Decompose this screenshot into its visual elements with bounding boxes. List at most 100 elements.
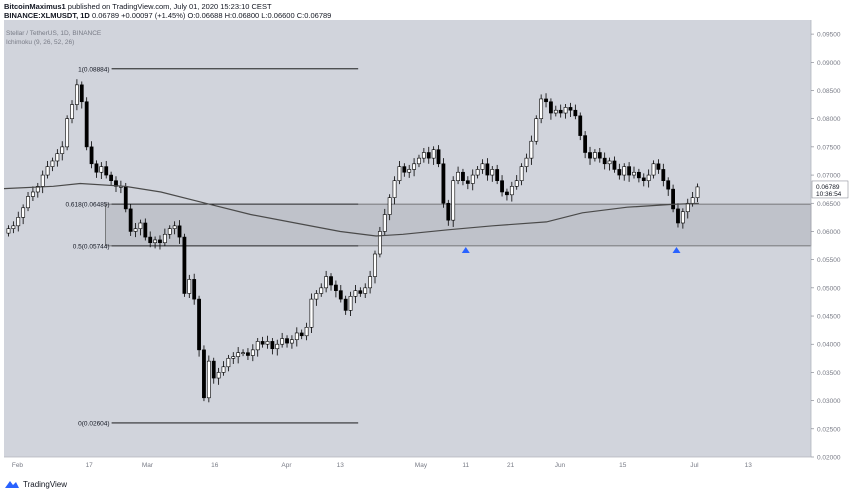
- price-tick-label: 0.09500: [817, 32, 841, 39]
- price-tick-label: 0.04500: [817, 314, 841, 321]
- candle-body: [290, 339, 294, 344]
- candle-body: [524, 157, 529, 167]
- price-change: +0.00097 (+1.45%): [121, 11, 186, 20]
- candle-body: [475, 169, 480, 176]
- indicator-label[interactable]: Ichimoku (9, 26, 52, 26): [6, 39, 75, 46]
- candle-body: [21, 207, 26, 218]
- candle-body: [495, 169, 500, 182]
- candle-body: [368, 276, 373, 289]
- candle-body: [99, 166, 104, 173]
- time-axis[interactable]: Feb 17 Mar 16 Apr 13 May 11 21 Jun 15 Jul 13: [4, 456, 811, 469]
- price-tick-label: 0.02000: [817, 455, 841, 462]
- candle-body: [539, 98, 544, 119]
- candle-body: [382, 214, 387, 232]
- candle-body: [104, 166, 109, 176]
- candle-body: [671, 188, 675, 210]
- chart-legend: Stellar / TetherUS, 1D, BINANCE Ichimoku…: [6, 29, 101, 47]
- publish-line: BitcoinMaximus1 published on TradingView…: [4, 2, 331, 11]
- candle-body: [402, 166, 407, 173]
- candle-body: [593, 152, 597, 159]
- time-tick-label: Jun: [555, 462, 566, 469]
- candle-body: [275, 343, 280, 350]
- candle-body: [216, 372, 221, 379]
- price-tick-label: 0.03000: [817, 398, 841, 405]
- up-arrow-icon: [461, 247, 470, 254]
- candle-body: [573, 109, 578, 117]
- candle-body: [500, 180, 504, 193]
- candle-body: [446, 202, 451, 221]
- candle-body: [353, 290, 358, 297]
- candle-body: [480, 163, 485, 170]
- price-tick-label: 0.07500: [817, 144, 841, 151]
- footer-brand[interactable]: TradingView: [23, 479, 68, 489]
- candle-body: [544, 98, 548, 103]
- candle-body: [133, 228, 138, 232]
- fib-level-label: 0.618(0.06485): [66, 202, 110, 209]
- series-label[interactable]: Stellar / TetherUS, 1D, BINANCE: [6, 30, 102, 37]
- time-tick-label: 15: [619, 462, 627, 469]
- candle-body: [685, 202, 690, 213]
- tradingview-logo-icon[interactable]: [4, 479, 20, 489]
- candle-body: [31, 191, 35, 197]
- chart-header: BitcoinMaximus1 published on TradingView…: [4, 2, 331, 20]
- candle-body: [661, 169, 666, 182]
- fib-level-label: 1(0.08884): [78, 66, 109, 73]
- time-tick-label: May: [415, 462, 428, 469]
- price-tick-label: 0.05500: [817, 257, 841, 264]
- time-tick-label: Feb: [12, 462, 24, 469]
- candle-body: [426, 152, 431, 159]
- candle-body: [148, 236, 153, 244]
- ticker-line: BINANCE:XLMUSDT, 1D 0.06789 +0.00097 (+1…: [4, 11, 331, 20]
- candle-body: [89, 146, 94, 165]
- candle-body: [60, 146, 65, 154]
- fibonacci-levels: 1(0.08884) 0.618(0.06485) 0.5(0.05744) 0(0.…: [66, 66, 359, 427]
- candle-body: [421, 152, 426, 159]
- time-tick-label: 11: [462, 462, 469, 469]
- price-tag-label: 0.06789: [816, 184, 840, 191]
- candle-body: [329, 276, 333, 286]
- candle-body: [16, 217, 21, 227]
- candle-body: [84, 101, 89, 148]
- candle-body: [470, 174, 475, 184]
- candle-body: [646, 174, 651, 182]
- countdown-label: 10:36:54: [816, 191, 842, 198]
- candle-body: [607, 160, 612, 165]
- price-tick-label: 0.05000: [817, 285, 841, 292]
- candle-body: [40, 174, 45, 187]
- candle-body: [94, 163, 99, 173]
- candles-layer: [6, 79, 700, 403]
- author-name[interactable]: BitcoinMaximus1: [4, 2, 66, 11]
- candle-body: [285, 338, 289, 344]
- candle-body: [55, 153, 60, 162]
- candle-body: [50, 160, 55, 167]
- candle-body: [519, 166, 524, 182]
- candle-body: [377, 231, 382, 255]
- candle-body: [70, 104, 74, 119]
- candle-body: [578, 115, 583, 136]
- candle-body: [358, 290, 363, 294]
- candle-body: [270, 341, 275, 350]
- arrows-layer: [461, 247, 681, 254]
- candle-body: [431, 149, 436, 159]
- candle-body: [211, 360, 216, 379]
- candle-body: [250, 349, 255, 356]
- candle-body: [294, 332, 299, 341]
- candle-body: [197, 298, 201, 351]
- time-tick-label: 13: [745, 462, 753, 469]
- candle-body: [690, 197, 695, 204]
- candle-body: [241, 352, 245, 354]
- candle-body: [236, 352, 241, 357]
- time-tick-label: Apr: [281, 462, 292, 469]
- candle-body: [534, 118, 539, 142]
- candle-body: [456, 171, 460, 182]
- candle-body: [177, 225, 182, 238]
- candle-body: [172, 225, 177, 229]
- candle-body: [680, 211, 685, 224]
- price-axis[interactable]: 0.09500 0.09000 0.08500 0.08000 0.07500 0.070…: [810, 20, 849, 462]
- candle-body: [11, 225, 16, 229]
- candle-body: [74, 84, 79, 105]
- candle-body: [641, 177, 646, 182]
- candle-body: [231, 356, 236, 359]
- time-tick-label: 17: [86, 462, 94, 469]
